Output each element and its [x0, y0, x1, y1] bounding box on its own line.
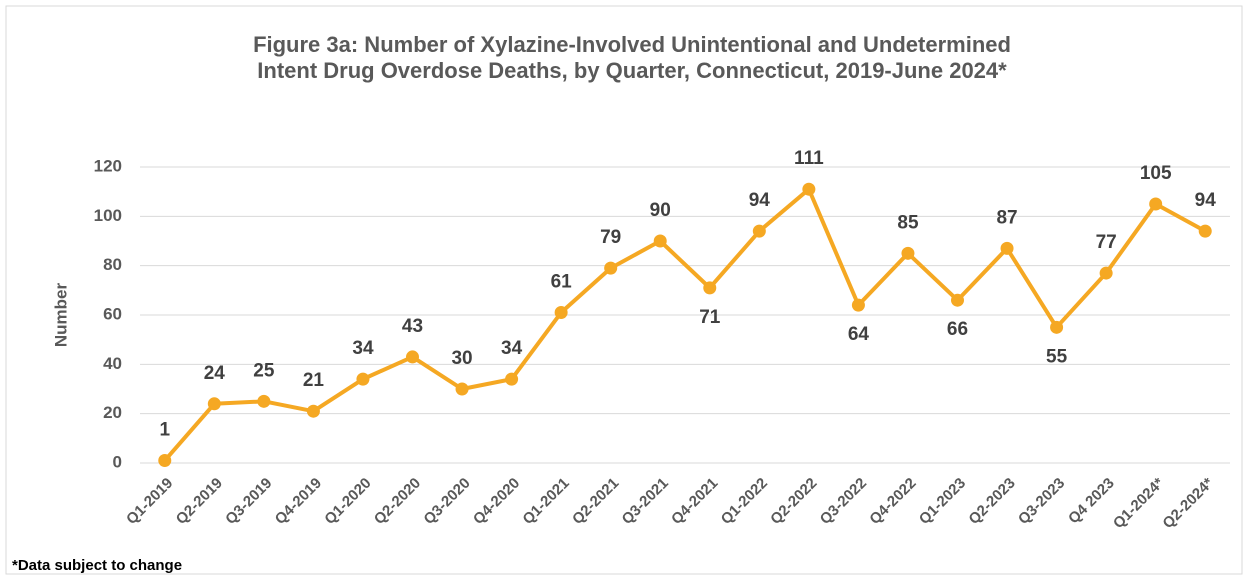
x-tick-label: Q2-2023	[965, 475, 1018, 528]
x-tick-label: Q3-2019	[222, 475, 275, 528]
data-point	[207, 397, 221, 411]
data-label: 85	[897, 212, 919, 233]
data-label: 66	[947, 319, 968, 340]
x-tick-label: Q3-2021	[619, 475, 672, 528]
x-tick-label: Q1-2021	[519, 475, 572, 528]
data-label: 1	[159, 420, 170, 441]
data-point	[752, 224, 766, 238]
data-label: 71	[699, 307, 721, 328]
data-point	[356, 372, 370, 386]
data-point	[653, 234, 667, 248]
x-tick-label: Q2-2024*	[1159, 475, 1217, 533]
x-tick-label: Q1-2023	[916, 475, 969, 528]
data-point	[802, 182, 816, 196]
data-label: 55	[1046, 346, 1068, 367]
x-tick-label: Q1-2019	[123, 475, 176, 528]
data-label: 77	[1096, 232, 1117, 253]
x-tick-label: Q4-2019	[272, 475, 325, 528]
x-tick-label: Q3-2020	[420, 475, 473, 528]
y-tick-label: 80	[103, 255, 122, 274]
footnote: *Data subject to change	[12, 557, 183, 574]
data-point	[1000, 241, 1014, 255]
y-tick-label: 100	[94, 206, 122, 225]
data-label: 25	[253, 360, 275, 381]
x-tick-label: Q1-2024*	[1110, 475, 1168, 533]
data-label: 24	[204, 363, 226, 384]
data-point	[951, 293, 964, 307]
data-point	[1099, 266, 1113, 280]
x-tick-label: Q1-2020	[321, 475, 374, 528]
data-label: 43	[402, 316, 423, 337]
data-label: 21	[303, 370, 325, 391]
x-tick-label: Q2-2020	[371, 475, 424, 528]
x-tick-label: Q2-2021	[569, 475, 622, 528]
data-point	[1050, 320, 1064, 334]
data-line	[163, 187, 1207, 462]
y-tick-label: 20	[103, 403, 122, 422]
y-axis-label: Number	[51, 283, 70, 348]
data-point	[554, 306, 568, 320]
data-point	[505, 372, 519, 386]
data-point	[1198, 224, 1212, 238]
x-tick-label: Q3-2022	[817, 475, 870, 528]
y-tick-label: 60	[103, 304, 122, 323]
data-label: 34	[352, 338, 374, 359]
data-point	[306, 404, 320, 418]
x-tick-label: Q2-2022	[767, 475, 820, 528]
chart-title: Figure 3a: Number of Xylazine-Involved U…	[253, 32, 1011, 83]
data-label: 90	[650, 200, 671, 221]
data-point	[257, 394, 271, 408]
data-label: 30	[451, 348, 472, 369]
data-point	[1149, 197, 1163, 211]
data-point	[901, 246, 915, 260]
data-point	[455, 382, 469, 396]
data-label: 94	[749, 190, 771, 211]
data-point	[703, 281, 717, 295]
data-label: 61	[551, 272, 573, 293]
data-label: 64	[848, 324, 870, 345]
x-tick-label: Q4-2022	[866, 475, 919, 528]
data-point	[158, 454, 172, 468]
x-tick-label: Q2-2019	[173, 475, 226, 528]
data-label: 34	[501, 338, 523, 359]
y-tick-label: 120	[94, 156, 122, 175]
data-label: 105	[1140, 163, 1172, 184]
x-tick-label: Q3-2023	[1015, 475, 1068, 528]
data-label: 111	[794, 148, 824, 169]
data-point	[851, 298, 865, 312]
x-tick-label: Q4-2020	[470, 475, 523, 528]
data-label: 87	[996, 207, 1017, 228]
x-tick-label: Q4-2021	[668, 475, 721, 528]
data-label: 94	[1195, 190, 1217, 211]
data-label: 79	[600, 227, 621, 248]
y-tick-label: 0	[113, 452, 122, 471]
data-point	[406, 350, 419, 364]
chart-border	[5, 5, 1243, 575]
x-tick-label: Q1-2022	[718, 475, 771, 528]
data-point	[604, 261, 618, 275]
y-tick-label: 40	[103, 354, 122, 373]
